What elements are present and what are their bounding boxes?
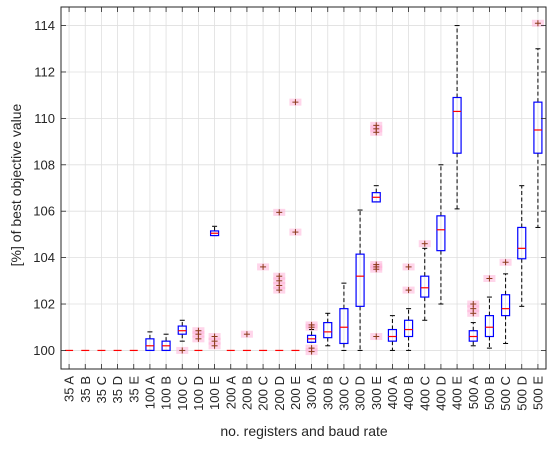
box-iqr	[484, 315, 495, 338]
box-group	[387, 315, 398, 351]
x-tick-label: 400 E	[450, 376, 465, 410]
box-group	[145, 331, 155, 352]
box-layer	[65, 19, 544, 356]
x-tick-label: 35 E	[126, 376, 141, 403]
x-tick-label: 100 B	[159, 376, 174, 410]
x-tick-label: 400 A	[385, 376, 400, 410]
x-tick-label: 200 E	[288, 376, 303, 410]
x-tick-label: 100 A	[142, 376, 157, 410]
x-tick-label: 300 E	[369, 376, 384, 410]
box-iqr	[355, 253, 365, 307]
x-tick-label: 500 B	[482, 376, 497, 410]
box-group	[436, 164, 446, 305]
box-iqr	[387, 328, 398, 342]
y-tick-label: 104	[33, 250, 55, 265]
box-group	[323, 312, 333, 347]
x-tick-label: 300 A	[304, 376, 319, 410]
box-group	[418, 240, 431, 321]
x-tick-label: 200 B	[239, 376, 254, 410]
x-tick-label: 300 C	[336, 376, 351, 411]
y-tick-label: 102	[33, 297, 55, 312]
box-group	[176, 319, 189, 354]
x-tick-label: 500 C	[498, 376, 513, 411]
box-group	[192, 327, 205, 352]
box-group	[402, 263, 415, 351]
y-tick-label: 110	[34, 111, 55, 126]
box-iqr	[500, 294, 511, 317]
y-axis-label: [%] of best objective value	[8, 103, 24, 266]
box-group	[273, 208, 286, 352]
x-tick-label: 200 D	[272, 376, 287, 411]
box-group	[305, 321, 318, 356]
x-tick-label: 35 D	[110, 376, 125, 403]
box-group	[289, 98, 302, 352]
x-tick-label: 500 A	[466, 376, 481, 410]
x-tick-label: 100 D	[191, 376, 206, 411]
box-iqr	[436, 215, 446, 252]
y-tick-label: 108	[33, 157, 55, 172]
x-tick-label: 500 E	[530, 376, 545, 410]
box-group	[161, 333, 171, 352]
x-axis-label: no. registers and baud rate	[220, 423, 388, 439]
x-tick-label: 35 A	[62, 376, 77, 402]
x-tick-label: 300 D	[353, 376, 368, 411]
box-group	[467, 300, 480, 347]
x-tick-label: 35 B	[78, 376, 93, 403]
box-iqr	[533, 101, 543, 154]
x-tick-label: 100 E	[207, 376, 222, 410]
x-tick-label: 400 C	[417, 376, 432, 411]
grid-layer	[61, 7, 546, 369]
box-group	[355, 209, 365, 351]
x-tick-label: 400 B	[401, 376, 416, 410]
x-tick-label: 400 D	[433, 376, 448, 411]
box-group	[339, 282, 349, 351]
box-iqr	[339, 308, 349, 345]
box-group	[452, 25, 462, 210]
box-group	[517, 185, 527, 307]
box-iqr	[420, 275, 430, 298]
box-group	[240, 330, 253, 352]
plot-area	[61, 7, 546, 369]
x-tick-label: 35 C	[94, 376, 109, 403]
y-tick-label: 100	[33, 343, 55, 358]
box-iqr	[403, 319, 414, 338]
y-tick-label: 114	[34, 18, 55, 33]
x-tick-label: 100 C	[175, 376, 190, 411]
x-tick-label: 200 A	[223, 376, 238, 410]
box-group	[370, 121, 383, 341]
box-group	[531, 19, 544, 228]
box-group	[257, 263, 270, 352]
box-iqr	[145, 338, 155, 352]
x-tick-label: 500 D	[514, 376, 529, 411]
box-iqr	[517, 226, 527, 260]
x-tick-label: 300 B	[320, 376, 335, 410]
box-group	[208, 225, 221, 350]
axis-layer: 100 102 104 106 108 110 112 114 35 A 35 B 35 C 35 D…	[33, 6, 547, 411]
plot-frame	[60, 6, 547, 370]
y-tick-label: 106	[33, 204, 55, 219]
y-tick-label: 112	[34, 64, 55, 79]
box-group	[499, 258, 512, 344]
x-tick-label: 200 C	[256, 376, 271, 411]
box-iqr	[323, 321, 333, 339]
box-iqr	[452, 96, 462, 154]
box-group	[483, 275, 496, 349]
